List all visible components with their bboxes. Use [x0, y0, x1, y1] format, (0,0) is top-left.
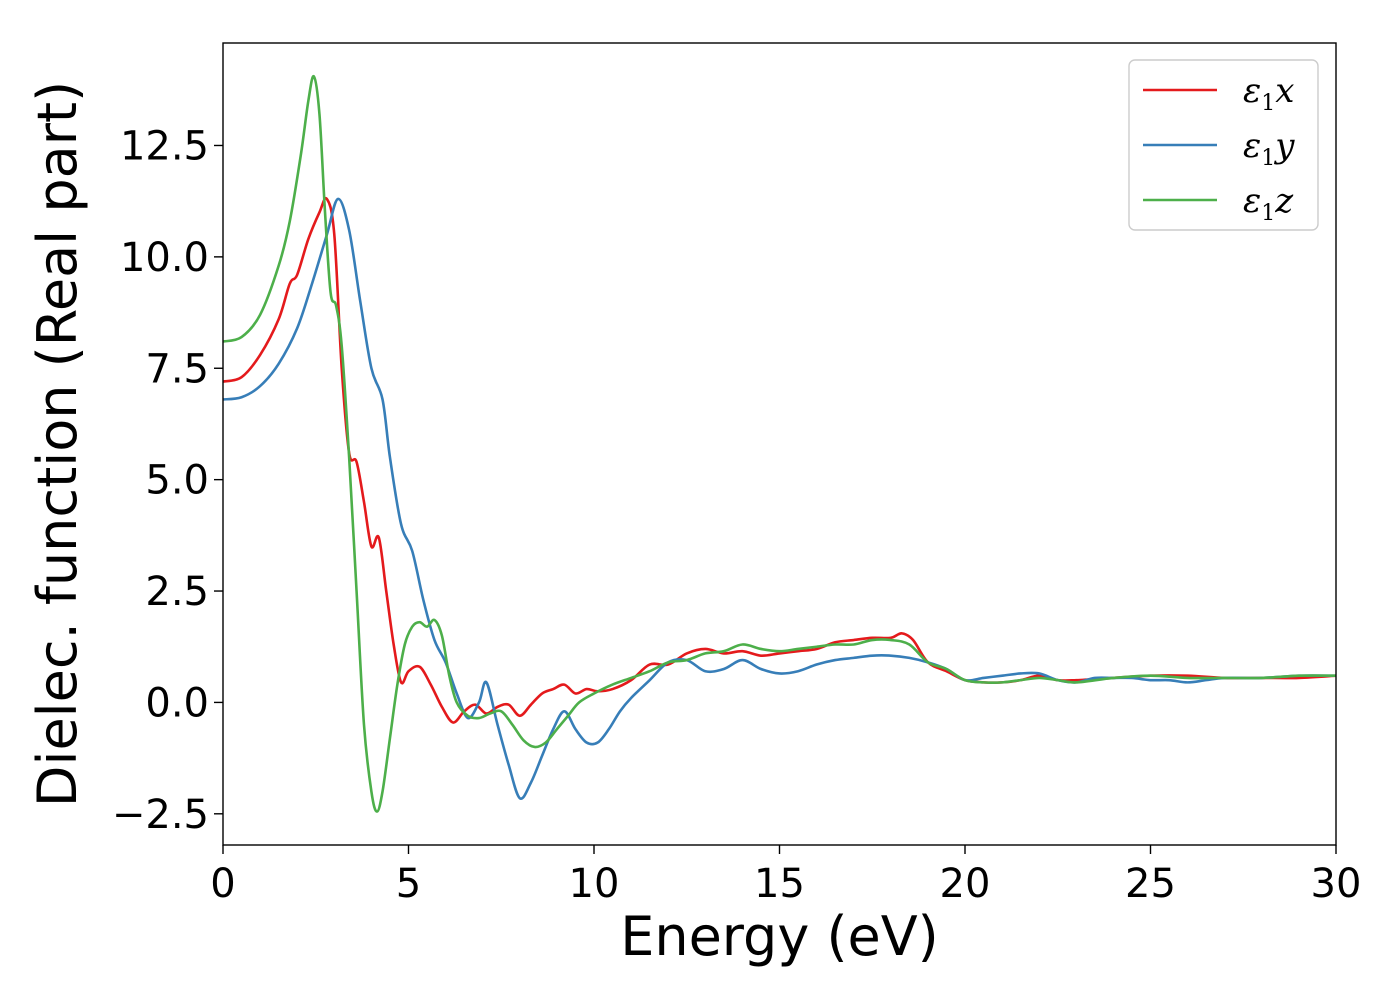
x-tick-label: 0 — [210, 861, 235, 907]
legend-label: ε1x — [1243, 71, 1294, 116]
y-tick-label: 0.0 — [145, 680, 209, 726]
x-axis: 0 5 10 15 20 25 30 — [210, 845, 1361, 907]
series-line-z — [223, 74, 1336, 813]
y-tick-label: 7.5 — [145, 346, 209, 392]
legend-label: ε1z — [1243, 181, 1294, 226]
x-tick-label: 10 — [569, 861, 620, 907]
y-tick-label: 12.5 — [120, 123, 209, 169]
legend-label: ε1y — [1243, 126, 1295, 171]
y-axis-title: Dielec. function (Real part) — [26, 81, 89, 807]
legend: ε1x ε1y ε1z — [1128, 59, 1319, 231]
y-tick-label: 2.5 — [145, 569, 209, 615]
x-axis-title: Energy (eV) — [620, 905, 939, 968]
x-tick-label: 5 — [396, 861, 421, 907]
series-line-y — [223, 197, 1336, 800]
y-tick-label: 10.0 — [120, 235, 209, 281]
y-tick-label: 5.0 — [145, 458, 209, 504]
legend-item-y: ε1y — [1143, 126, 1295, 171]
x-tick-label: 15 — [754, 861, 805, 907]
y-tick-label: −2.5 — [112, 792, 209, 838]
y-axis: −2.5 0.0 2.5 5.0 7.5 10.0 12.5 — [112, 123, 223, 838]
x-tick-label: 30 — [1311, 861, 1362, 907]
x-tick-label: 20 — [940, 861, 991, 907]
series-layer — [223, 74, 1336, 813]
legend-box — [1128, 59, 1319, 231]
legend-item-z: ε1z — [1143, 181, 1294, 226]
x-tick-label: 25 — [1125, 861, 1176, 907]
legend-item-x: ε1x — [1143, 71, 1294, 116]
